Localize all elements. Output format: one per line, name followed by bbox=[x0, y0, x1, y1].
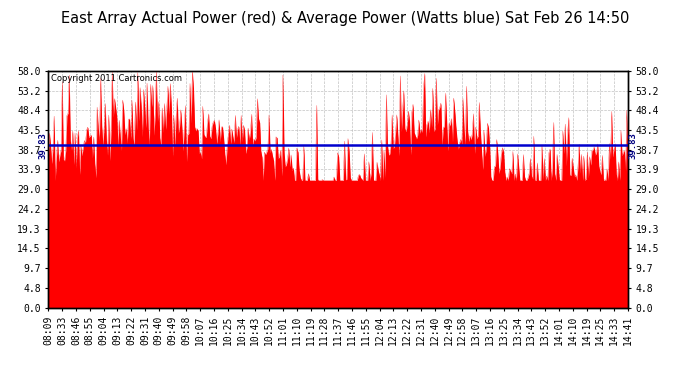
Text: East Array Actual Power (red) & Average Power (Watts blue) Sat Feb 26 14:50: East Array Actual Power (red) & Average … bbox=[61, 11, 629, 26]
Text: 39.83: 39.83 bbox=[39, 132, 48, 159]
Text: 39.83: 39.83 bbox=[629, 132, 638, 159]
Text: Copyright 2011 Cartronics.com: Copyright 2011 Cartronics.com bbox=[51, 74, 182, 82]
